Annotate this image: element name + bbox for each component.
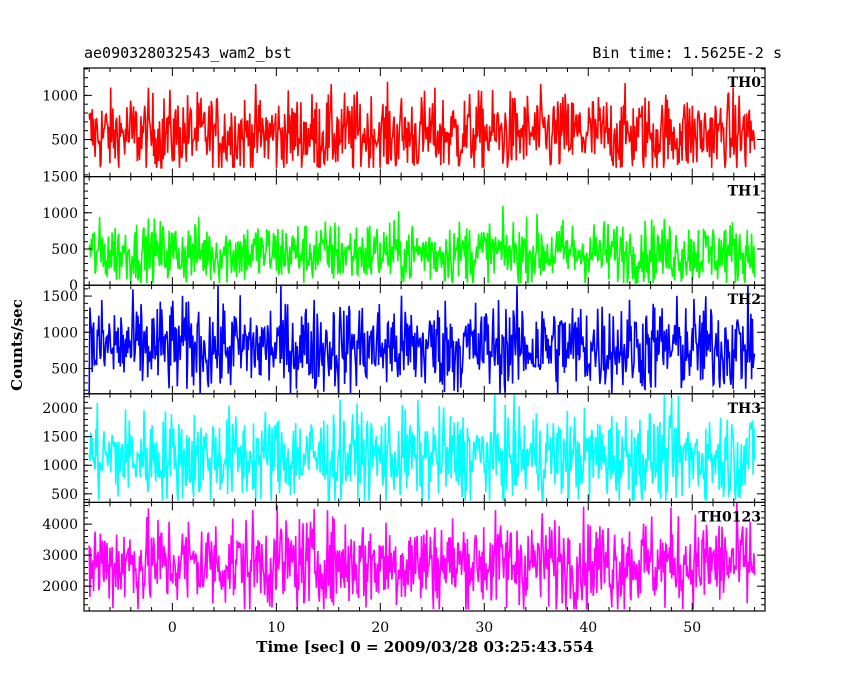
y-tick-label: 2000 xyxy=(42,579,78,595)
y-tick-label: 1500 xyxy=(42,289,78,305)
y-tick-label: 3000 xyxy=(42,548,78,564)
x-tick-label: 10 xyxy=(267,620,285,636)
series-th1-line xyxy=(88,205,756,284)
x-tick-label: 30 xyxy=(475,620,493,636)
panel-label-th1: TH1 xyxy=(728,184,761,200)
y-tick-label: 1500 xyxy=(42,430,78,446)
x-axis-label: Time [sec] 0 = 2009/03/28 03:25:43.554 xyxy=(256,638,594,656)
x-tick-label: 40 xyxy=(579,620,597,636)
chart-title: ae090328032543_wam2_bst xyxy=(84,44,292,62)
x-tick-label: 20 xyxy=(371,620,389,636)
y-tick-label: 1000 xyxy=(42,325,78,341)
y-tick-label: 4000 xyxy=(42,517,78,533)
series-th0-line xyxy=(88,81,756,170)
y-tick-label: 1500 xyxy=(42,170,78,186)
series-th3-line xyxy=(88,393,756,502)
bin-time-label: Bin time: 1.5625E-2 s xyxy=(592,44,782,62)
y-tick-label: 500 xyxy=(51,242,78,258)
panel-frame-th0123 xyxy=(83,501,766,612)
y-tick-label: 1000 xyxy=(42,206,78,222)
series-th2-line xyxy=(88,285,756,394)
y-tick-label: 500 xyxy=(51,133,78,149)
panel-label-th3: TH3 xyxy=(728,401,761,417)
x-tick-label: 50 xyxy=(683,620,701,636)
y-tick-label: 1000 xyxy=(42,88,78,104)
y-tick-label: 2000 xyxy=(42,401,78,417)
y-axis-label: Counts/sec xyxy=(8,299,26,391)
y-tick-label: 500 xyxy=(51,361,78,377)
panel-label-th2: TH2 xyxy=(728,292,761,308)
y-tick-label: 1000 xyxy=(42,458,78,474)
panel-label-th0: TH0 xyxy=(728,75,762,91)
y-tick-label: 0 xyxy=(69,278,78,294)
y-tick-label: 500 xyxy=(51,487,78,503)
series-th0123-line xyxy=(88,502,756,610)
x-tick-label: 0 xyxy=(168,620,177,636)
panel-label-th0123: TH0123 xyxy=(698,509,761,525)
